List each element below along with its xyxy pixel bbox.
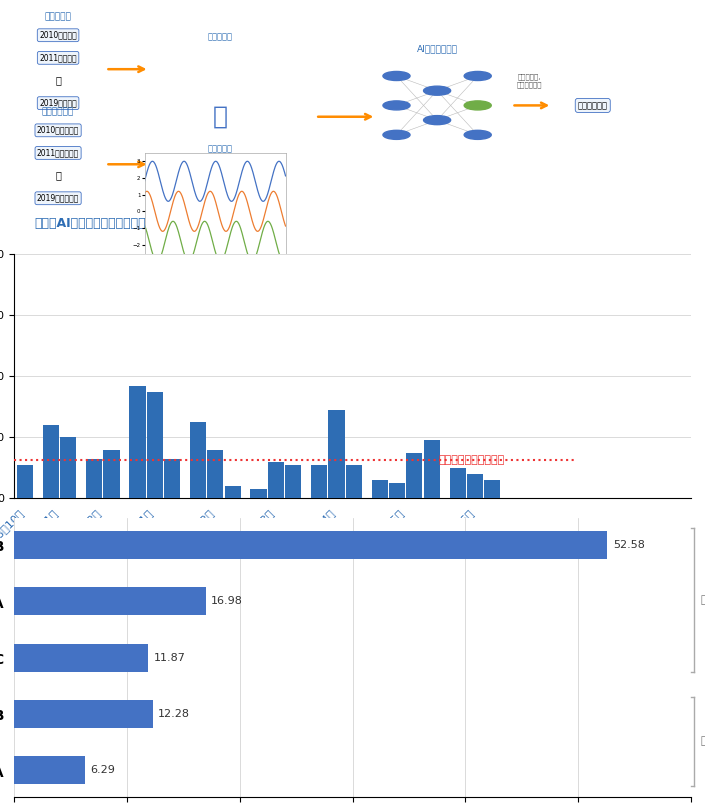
- Text: ：: ：: [55, 171, 61, 180]
- Bar: [86, 459, 102, 498]
- Text: 平均誤差率１２．６％: 平均誤差率１２．６％: [439, 455, 505, 465]
- Text: 気象予測値,
前週の出荷量: 気象予測値, 前週の出荷量: [517, 73, 543, 88]
- Text: 気象特徴量: 気象特徴量: [700, 595, 705, 605]
- Circle shape: [424, 116, 450, 125]
- Circle shape: [464, 72, 491, 80]
- Circle shape: [464, 101, 491, 110]
- Bar: [467, 474, 483, 498]
- Bar: [450, 468, 466, 498]
- Text: 過去の気象: 過去の気象: [44, 13, 71, 22]
- Bar: [14, 700, 152, 728]
- Circle shape: [383, 130, 410, 139]
- X-axis label: 出荷期間: 出荷期間: [338, 559, 367, 572]
- Text: AIモデルの作成: AIモデルの作成: [417, 44, 458, 53]
- Circle shape: [383, 72, 410, 80]
- Text: 11.87: 11.87: [154, 653, 185, 663]
- Bar: [406, 452, 422, 498]
- Text: ：: ：: [55, 76, 61, 85]
- Text: 12.28: 12.28: [158, 709, 190, 719]
- Text: 2019年の出荷量: 2019年の出荷量: [37, 194, 79, 203]
- Bar: [329, 410, 345, 498]
- Bar: [484, 480, 501, 498]
- Bar: [14, 643, 148, 671]
- Bar: [60, 437, 76, 498]
- Text: 過去の出荷量: 過去の出荷量: [42, 108, 74, 117]
- Bar: [268, 462, 284, 498]
- Bar: [372, 480, 388, 498]
- Text: 出荷特徴量: 出荷特徴量: [208, 144, 233, 153]
- Bar: [345, 464, 362, 498]
- Bar: [224, 486, 240, 498]
- Text: 出荷量の予測: 出荷量の予測: [578, 101, 608, 110]
- Text: 2011年の出荷量: 2011年の出荷量: [37, 148, 79, 158]
- Text: 予測日: 予測日: [630, 609, 639, 615]
- Text: ＋: ＋: [213, 105, 228, 129]
- Bar: [250, 489, 266, 498]
- Bar: [207, 449, 223, 498]
- Bar: [285, 464, 301, 498]
- Bar: [14, 531, 607, 559]
- Circle shape: [464, 130, 491, 139]
- Text: 図１　AI機械学習を用いた地域トマト出荷量予測方法: 図１ AI機械学習を用いた地域トマト出荷量予測方法: [35, 217, 221, 230]
- Bar: [14, 756, 85, 784]
- Bar: [14, 587, 206, 615]
- Circle shape: [424, 86, 450, 95]
- Text: 16.98: 16.98: [212, 597, 243, 606]
- Text: 気象特徴量: 気象特徴量: [208, 32, 233, 41]
- Circle shape: [383, 101, 410, 110]
- Bar: [190, 422, 206, 498]
- Bar: [311, 464, 327, 498]
- Bar: [17, 464, 33, 498]
- Bar: [389, 483, 405, 498]
- Text: 図２　予測した出荷時の予測誤差　　（2018年10月～2019年６月）: 図２ 予測した出荷時の予測誤差 （2018年10月～2019年６月）: [27, 625, 284, 638]
- Bar: [129, 386, 145, 498]
- Text: 2010年の出荷量: 2010年の出荷量: [37, 126, 79, 134]
- Text: 出荷特徴量: 出荷特徴量: [700, 737, 705, 746]
- Bar: [147, 391, 163, 498]
- Text: 2010年の気象: 2010年の気象: [39, 31, 77, 39]
- Text: 52.58: 52.58: [613, 540, 644, 550]
- Bar: [43, 425, 59, 498]
- Bar: [104, 449, 120, 498]
- Text: 2011年の気象: 2011年の気象: [39, 53, 77, 62]
- Bar: [164, 459, 180, 498]
- Text: 6.29: 6.29: [91, 766, 116, 775]
- Text: 2019年の気象: 2019年の気象: [39, 99, 77, 108]
- Bar: [424, 440, 440, 498]
